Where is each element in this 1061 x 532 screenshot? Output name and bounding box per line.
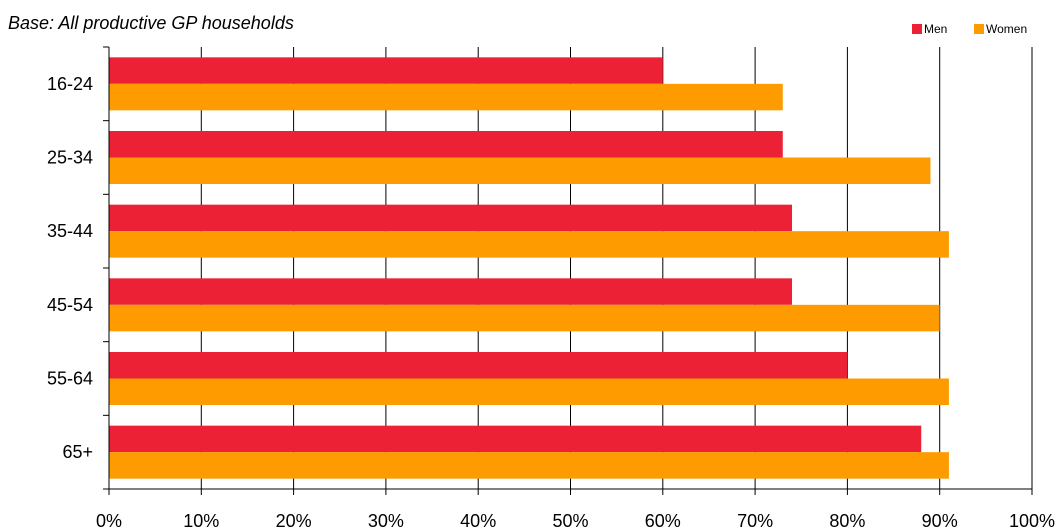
bar-women-25-34 <box>109 157 931 184</box>
x-tick-label: 40% <box>460 511 496 531</box>
bar-women-35-44 <box>109 231 949 258</box>
legend-label-women: Women <box>986 22 1027 36</box>
x-tick-label: 30% <box>368 511 404 531</box>
legend-swatch-men <box>912 24 922 34</box>
x-tick-label: 80% <box>829 511 865 531</box>
x-tick-label: 70% <box>737 511 773 531</box>
bar-men-35-44 <box>109 204 793 232</box>
x-tick-label: 10% <box>183 511 219 531</box>
y-category-label: 45-54 <box>47 295 93 315</box>
x-axis: 0% 10% 20% 30% 40% 50% 60% 70% 80% 90% 100% <box>96 488 1055 531</box>
x-tick-label: 0% <box>96 511 122 531</box>
y-category-label: 16-24 <box>47 74 93 94</box>
y-category-label: 25-34 <box>47 148 93 168</box>
legend: Men Women <box>912 22 1027 36</box>
legend-swatch-women <box>974 24 984 34</box>
x-tick-label: 100% <box>1009 511 1055 531</box>
y-category-label: 55-64 <box>47 369 93 389</box>
x-tick-label: 20% <box>276 511 312 531</box>
chart-subtitle: Base: All productive GP households <box>8 13 294 33</box>
x-tick-label: 90% <box>922 511 958 531</box>
bar-women-65+ <box>109 452 949 479</box>
bar-men-45-54 <box>109 278 793 305</box>
bars <box>109 57 949 479</box>
gridlines <box>200 47 1033 489</box>
bar-women-55-64 <box>109 378 949 405</box>
y-category-label: 65+ <box>62 442 93 462</box>
y-category-label: 35-44 <box>47 221 93 241</box>
bar-men-25-34 <box>109 131 783 158</box>
bar-women-45-54 <box>109 304 940 332</box>
bar-women-16-24 <box>109 83 783 111</box>
bar-men-16-24 <box>109 57 663 84</box>
bar-men-65+ <box>109 425 922 453</box>
x-tick-label: 50% <box>552 511 588 531</box>
y-axis: 16-24 25-34 35-44 45-54 55-64 65+ <box>47 46 110 490</box>
bar-men-55-64 <box>109 352 848 379</box>
legend-label-men: Men <box>924 22 947 36</box>
x-tick-label: 60% <box>645 511 681 531</box>
